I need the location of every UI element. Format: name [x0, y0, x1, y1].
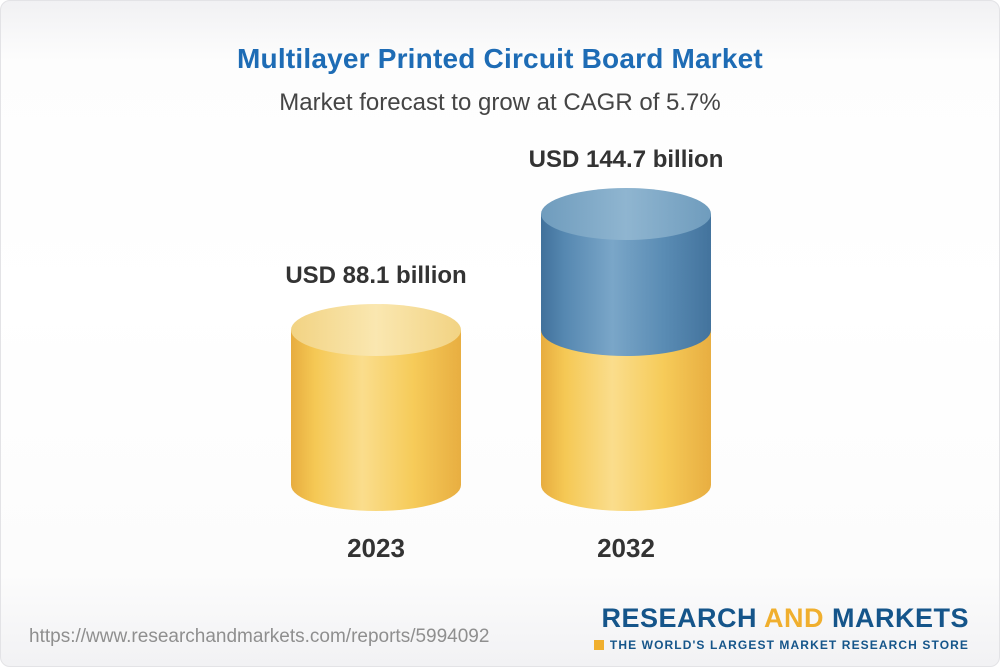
- logo-word-and: AND: [763, 603, 824, 633]
- chart-title: Multilayer Printed Circuit Board Market: [237, 43, 763, 74]
- cylinder-2032-top-ellipse: [541, 188, 711, 240]
- bar-2032-base-segment: [541, 330, 711, 511]
- bar-2023-segment: [291, 304, 461, 511]
- cylinder-2032-segment-boundary: [541, 304, 711, 356]
- bar-2032-growth-segment: [541, 188, 711, 356]
- bar-group-2023: USD 88.1 billion 2023: [285, 262, 466, 563]
- logo-word-markets: MARKETS: [832, 603, 969, 633]
- logo-tagline-text: THE WORLD'S LARGEST MARKET RESEARCH STOR…: [609, 638, 969, 652]
- cylinder-2023: [291, 304, 461, 511]
- logo-wordmark: RESEARCH AND MARKETS: [594, 603, 969, 634]
- researchandmarkets-logo: RESEARCH AND MARKETS THE WORLD'S LARGEST…: [593, 603, 969, 652]
- cylinder-2032: [541, 188, 711, 511]
- value-label-2032: USD 144.7 billion: [528, 146, 724, 173]
- cylinder-2023-top-ellipse: [291, 304, 461, 356]
- axis-label-2032: 2032: [597, 533, 655, 563]
- logo-gold-square-icon: [593, 640, 604, 650]
- logo-word-research: RESEARCH: [601, 603, 757, 633]
- chart-subtitle: Market forecast to grow at CAGR of 5.7%: [279, 89, 721, 116]
- logo-tagline: THE WORLD'S LARGEST MARKET RESEARCH STOR…: [593, 638, 969, 652]
- axis-label-2023: 2023: [347, 533, 405, 563]
- value-label-2023: USD 88.1 billion: [285, 262, 467, 289]
- bar-group-2032: USD 144.7 billion 2032: [529, 146, 724, 563]
- source-url: https://www.researchandmarkets.com/repor…: [29, 626, 490, 647]
